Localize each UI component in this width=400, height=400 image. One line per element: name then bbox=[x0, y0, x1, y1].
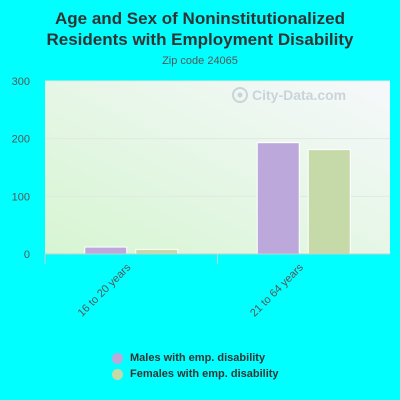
watermark-icon bbox=[232, 87, 248, 103]
chart-title: Age and Sex of Noninstitutionalized Resi… bbox=[0, 8, 400, 50]
x-axis-ticks: 16 to 20 years 21 to 64 years bbox=[44, 254, 306, 319]
y-tick-label: 0 bbox=[24, 249, 30, 261]
bar-males-1 bbox=[84, 246, 128, 255]
bar-females-1 bbox=[135, 248, 179, 255]
watermark-text: City-Data.com bbox=[252, 87, 346, 103]
chart-subtitle: Zip code 24065 bbox=[162, 55, 238, 67]
bar-males-2 bbox=[256, 142, 300, 255]
chart-title-line-2: Residents with Employment Disability bbox=[46, 30, 354, 49]
legend-label-males: Males with emp. disability bbox=[130, 352, 266, 364]
legend: Males with emp. disability Females with … bbox=[112, 350, 279, 382]
bars bbox=[84, 142, 351, 255]
legend-label-females: Females with emp. disability bbox=[130, 368, 279, 380]
x-tick-label: 21 to 64 years bbox=[248, 261, 306, 319]
y-axis-ticks: 0 100 200 300 bbox=[12, 76, 30, 261]
watermark: City-Data.com bbox=[232, 87, 346, 103]
chart-title-line-1: Age and Sex of Noninstitutionalized bbox=[55, 9, 345, 28]
legend-swatch-males bbox=[112, 352, 123, 364]
legend-swatch-females bbox=[112, 368, 123, 380]
y-tick-label: 100 bbox=[12, 191, 30, 203]
y-tick-label: 300 bbox=[12, 76, 30, 88]
y-tick-label: 200 bbox=[12, 134, 30, 146]
x-tick-label: 16 to 20 years bbox=[76, 261, 134, 319]
legend-item-males: Males with emp. disability bbox=[112, 350, 279, 366]
bar-females-2 bbox=[307, 149, 351, 255]
watermark-icon-dot bbox=[237, 92, 243, 98]
legend-item-females: Females with emp. disability bbox=[112, 366, 279, 382]
